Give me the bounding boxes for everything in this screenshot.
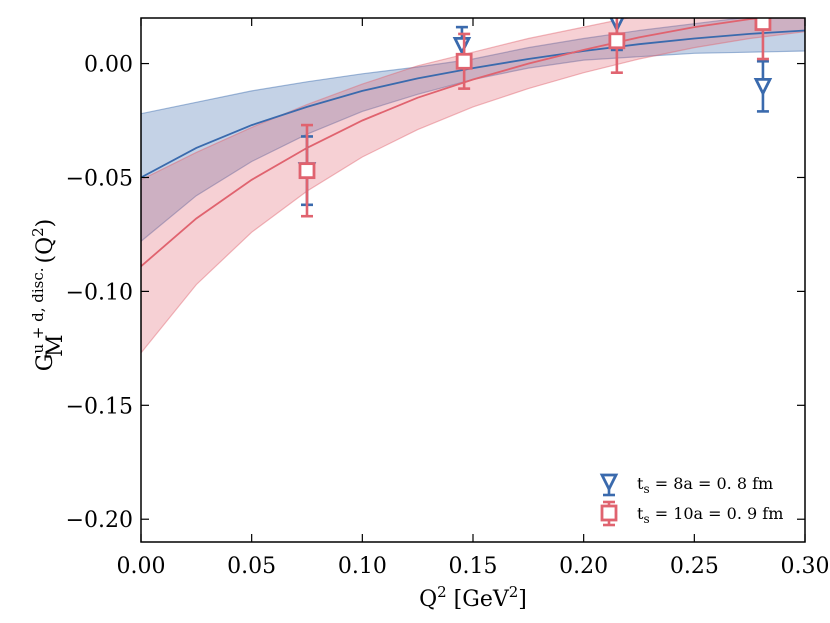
legend-label-series-1-t: t xyxy=(637,474,644,493)
x-axis-title-unit-exponent: 2 xyxy=(509,583,519,601)
fit-curves xyxy=(141,18,805,267)
square-marker xyxy=(298,162,316,180)
legend: ts = 8a = 0. 8 fm ts = 10a = 0. 9 fm xyxy=(599,473,783,527)
data-point-series-2 xyxy=(455,32,473,90)
x-tick-label: 0.30 xyxy=(781,554,830,579)
x-tick-label: 0.00 xyxy=(117,554,166,579)
fit-curve-series-1 xyxy=(141,29,805,179)
y-axis-title-arg-close: ) xyxy=(33,219,58,228)
data-points xyxy=(297,18,773,218)
data-point-series-2 xyxy=(298,123,316,218)
data-point-series-2 xyxy=(754,18,772,61)
square-marker xyxy=(754,18,772,31)
y-axis-title-subscript: M xyxy=(43,334,68,357)
legend-label-series-1-rest: = 8a = 0. 8 fm xyxy=(650,474,774,493)
x-tick-label: 0.20 xyxy=(559,554,608,579)
legend-label-series-1-subscript: s xyxy=(643,482,649,496)
y-axis-title: Gu + d, disc. (Q2) M xyxy=(29,219,68,372)
square-marker xyxy=(455,52,473,70)
y-axis-title-arg-exponent: 2 xyxy=(29,227,47,237)
x-axis-title-unit-open: [GeV xyxy=(447,587,510,612)
x-tick-label: 0.10 xyxy=(338,554,387,579)
x-axis-title-unit-close: ] xyxy=(518,587,527,612)
data-point-series-2 xyxy=(608,18,626,74)
axis-ticks: 0.00 0.05 0.10 0.15 0.20 0.25 0.30 0.00 −0.05 −0.… xyxy=(66,18,830,579)
y-tick-label: 0.00 xyxy=(84,53,133,78)
fit-bands xyxy=(141,18,805,354)
x-axis-title-q: Q xyxy=(419,587,437,612)
fit-curve-series-2 xyxy=(141,18,770,267)
legend-label-series-2: ts = 10a = 0. 9 fm xyxy=(637,504,783,526)
legend-label-series-2-t: t xyxy=(637,504,644,523)
triangle-marker xyxy=(753,77,773,97)
legend-triangle-marker xyxy=(599,473,619,493)
x-tick-label: 0.05 xyxy=(227,554,276,579)
fit-band-series-1 xyxy=(141,18,805,243)
y-axis-title-superscript: u + d, disc. xyxy=(29,268,47,354)
legend-label-series-2-rest: = 10a = 0. 9 fm xyxy=(650,504,784,523)
legend-marker-triangle xyxy=(599,473,619,497)
plot-background xyxy=(141,18,805,542)
x-tick-label: 0.25 xyxy=(670,554,719,579)
y-axis-title-g: G xyxy=(33,354,58,372)
legend-marker-square xyxy=(600,500,618,527)
legend-label-series-2-subscript: s xyxy=(643,512,649,526)
y-tick-label: −0.10 xyxy=(66,280,133,305)
legend-item-series-2: ts = 10a = 0. 9 fm xyxy=(600,500,783,527)
square-marker xyxy=(608,32,626,50)
svg-text:Gu + d, disc.(Q2): Gu + d, disc. (Q2) xyxy=(29,219,58,372)
legend-label-series-1: ts = 8a = 0. 8 fm xyxy=(637,474,773,496)
x-axis-title: Q2 [GeV2] xyxy=(419,583,527,612)
x-tick-label: 0.15 xyxy=(449,554,498,579)
y-tick-label: −0.05 xyxy=(66,166,133,191)
y-axis-title-arg: (Q xyxy=(33,237,58,264)
y-tick-label: −0.20 xyxy=(66,508,133,533)
legend-square-marker xyxy=(600,504,618,522)
legend-item-series-1: ts = 8a = 0. 8 fm xyxy=(599,473,773,497)
data-point-series-1 xyxy=(753,59,773,113)
y-tick-label: −0.15 xyxy=(66,394,133,419)
x-axis-title-q-exponent: 2 xyxy=(437,583,447,601)
fit-band-series-2 xyxy=(141,18,805,354)
